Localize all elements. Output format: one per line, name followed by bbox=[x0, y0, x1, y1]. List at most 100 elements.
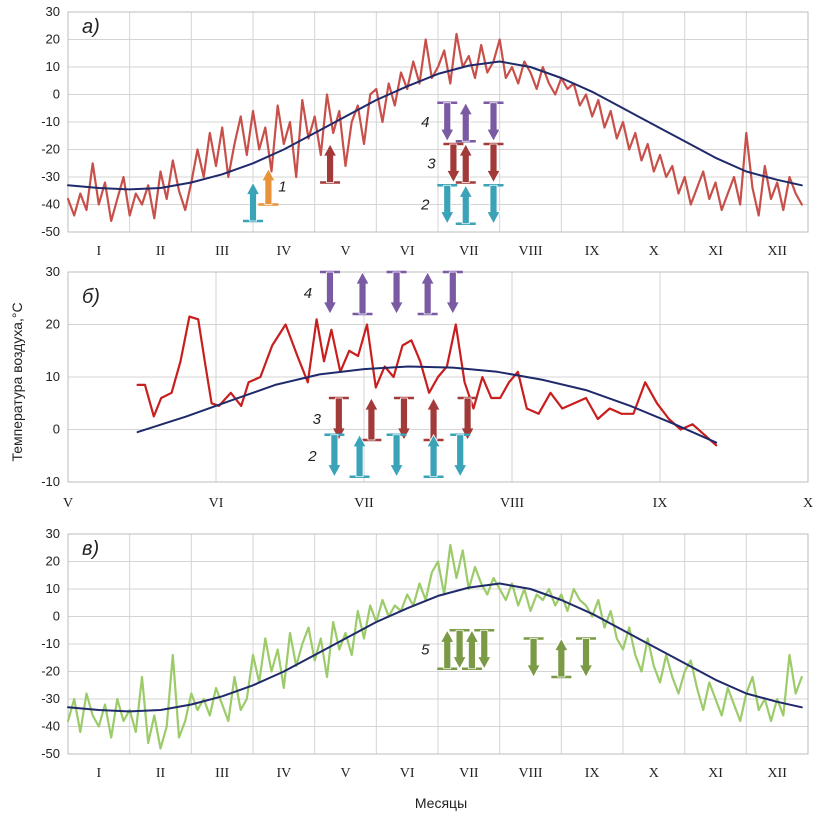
month-tick-label: II bbox=[156, 244, 166, 259]
y-tick-label: -10 bbox=[41, 474, 60, 489]
daily-series-line bbox=[136, 315, 718, 447]
month-tick-label: IV bbox=[276, 244, 291, 259]
arrow-down-mark bbox=[327, 434, 342, 478]
y-axis-title: Температура воздуха,°С bbox=[9, 302, 25, 461]
smoothed-series-line bbox=[67, 582, 803, 713]
panel-label: б) bbox=[82, 286, 100, 308]
arrow-group-label: 3 bbox=[313, 411, 322, 428]
arrow-down-mark bbox=[486, 143, 501, 184]
arrow-group-label: 5 bbox=[421, 642, 430, 659]
month-tick-label: XI bbox=[708, 244, 723, 259]
y-tick-label: 20 bbox=[46, 554, 60, 569]
month-tick-label: III bbox=[215, 766, 229, 781]
month-tick-label: I bbox=[96, 244, 101, 259]
month-tick-label: VII bbox=[459, 766, 479, 781]
y-tick-label: 10 bbox=[46, 59, 60, 74]
arrow-up-mark bbox=[458, 184, 473, 225]
y-tick-label: -20 bbox=[41, 664, 60, 679]
month-tick-label: V bbox=[340, 766, 350, 781]
arrow-up-mark bbox=[464, 629, 480, 670]
y-tick-label: -40 bbox=[41, 197, 60, 212]
arrow-up-mark bbox=[352, 433, 367, 478]
month-tick-label: IX bbox=[585, 766, 600, 781]
month-tick-label: V bbox=[63, 496, 73, 511]
y-tick-label: -10 bbox=[41, 114, 60, 129]
arrow-down-mark bbox=[460, 397, 475, 441]
arrow-up-mark bbox=[245, 181, 261, 222]
y-tick-label: -40 bbox=[41, 719, 60, 734]
arrow-group-label: 2 bbox=[307, 448, 317, 465]
arrow-group-label: 2 bbox=[420, 197, 430, 214]
month-tick-label: VIII bbox=[518, 244, 542, 259]
arrow-down-mark bbox=[486, 102, 501, 143]
y-tick-label: 10 bbox=[46, 369, 60, 384]
smoothed-series-line bbox=[136, 365, 718, 444]
arrow-down-mark bbox=[526, 638, 541, 678]
y-tick-label: 0 bbox=[53, 87, 60, 102]
y-tick-label: -50 bbox=[41, 746, 60, 761]
month-tick-label: III bbox=[215, 244, 229, 259]
y-tick-label: -50 bbox=[41, 224, 60, 239]
y-tick-label: -30 bbox=[41, 691, 60, 706]
month-tick-label: VII bbox=[459, 244, 479, 259]
x-axis-title: Месяцы bbox=[415, 795, 467, 811]
y-tick-label: 30 bbox=[46, 4, 60, 19]
plot-frame bbox=[67, 11, 809, 233]
y-tick-label: 10 bbox=[46, 581, 60, 596]
month-tick-label: VI bbox=[400, 244, 415, 259]
daily-series-line bbox=[66, 32, 803, 223]
arrow-down-mark bbox=[440, 102, 455, 143]
arrow-up-mark bbox=[554, 637, 569, 678]
arrow-down-mark bbox=[440, 184, 455, 225]
y-tick-label: -30 bbox=[41, 169, 60, 184]
arrow-up-mark bbox=[458, 143, 473, 183]
arrow-down-mark bbox=[453, 434, 468, 478]
month-tick-label: VI bbox=[400, 766, 415, 781]
y-tick-label: 30 bbox=[46, 264, 60, 279]
arrow-down-mark bbox=[389, 434, 404, 478]
arrow-down-mark bbox=[477, 629, 492, 670]
arrow-up-mark bbox=[426, 433, 441, 478]
panel-label: в) bbox=[82, 538, 99, 560]
month-tick-label: XII bbox=[767, 766, 787, 781]
arrow-group-label: 1 bbox=[278, 179, 286, 196]
y-tick-label: 0 bbox=[53, 422, 60, 437]
y-tick-label: -10 bbox=[41, 636, 60, 651]
month-tick-label: VIII bbox=[518, 766, 542, 781]
arrow-down-mark bbox=[322, 271, 338, 315]
arrow-group-label: 4 bbox=[421, 114, 429, 131]
panel-label: а) bbox=[82, 16, 100, 38]
arrow-down-mark bbox=[396, 397, 412, 441]
month-tick-label: VII bbox=[354, 496, 374, 511]
y-tick-label: -20 bbox=[41, 142, 60, 157]
arrow-down-mark bbox=[578, 638, 594, 678]
y-tick-label: 20 bbox=[46, 32, 60, 47]
y-tick-label: 0 bbox=[53, 609, 60, 624]
plot-frame bbox=[67, 271, 809, 483]
arrow-up-mark bbox=[322, 143, 338, 183]
plot-frame bbox=[67, 533, 809, 755]
y-tick-label: 20 bbox=[46, 317, 60, 332]
arrow-up-mark bbox=[420, 271, 435, 315]
month-tick-label: XII bbox=[767, 244, 787, 259]
month-tick-label: IV bbox=[276, 766, 291, 781]
month-tick-label: VI bbox=[209, 496, 224, 511]
chart-panel-b: 30 20 10 0 -10V VI VII VIII IX X 4 3 2 б) bbox=[41, 264, 813, 511]
month-tick-label: I bbox=[96, 766, 101, 781]
month-tick-label: II bbox=[156, 766, 166, 781]
arrow-down-mark bbox=[486, 184, 501, 225]
month-tick-label: X bbox=[803, 496, 813, 511]
y-tick-label: 30 bbox=[46, 526, 60, 541]
arrow-down-mark bbox=[445, 271, 460, 315]
arrow-up-mark bbox=[261, 167, 276, 205]
arrow-down-mark bbox=[389, 271, 404, 315]
month-tick-label: IX bbox=[585, 244, 600, 259]
arrow-group-label: 3 bbox=[427, 155, 436, 172]
arrow-group-label: 4 bbox=[304, 285, 312, 302]
month-tick-label: IX bbox=[653, 496, 668, 511]
arrow-up-mark bbox=[440, 629, 455, 670]
arrow-down-mark bbox=[452, 629, 467, 670]
